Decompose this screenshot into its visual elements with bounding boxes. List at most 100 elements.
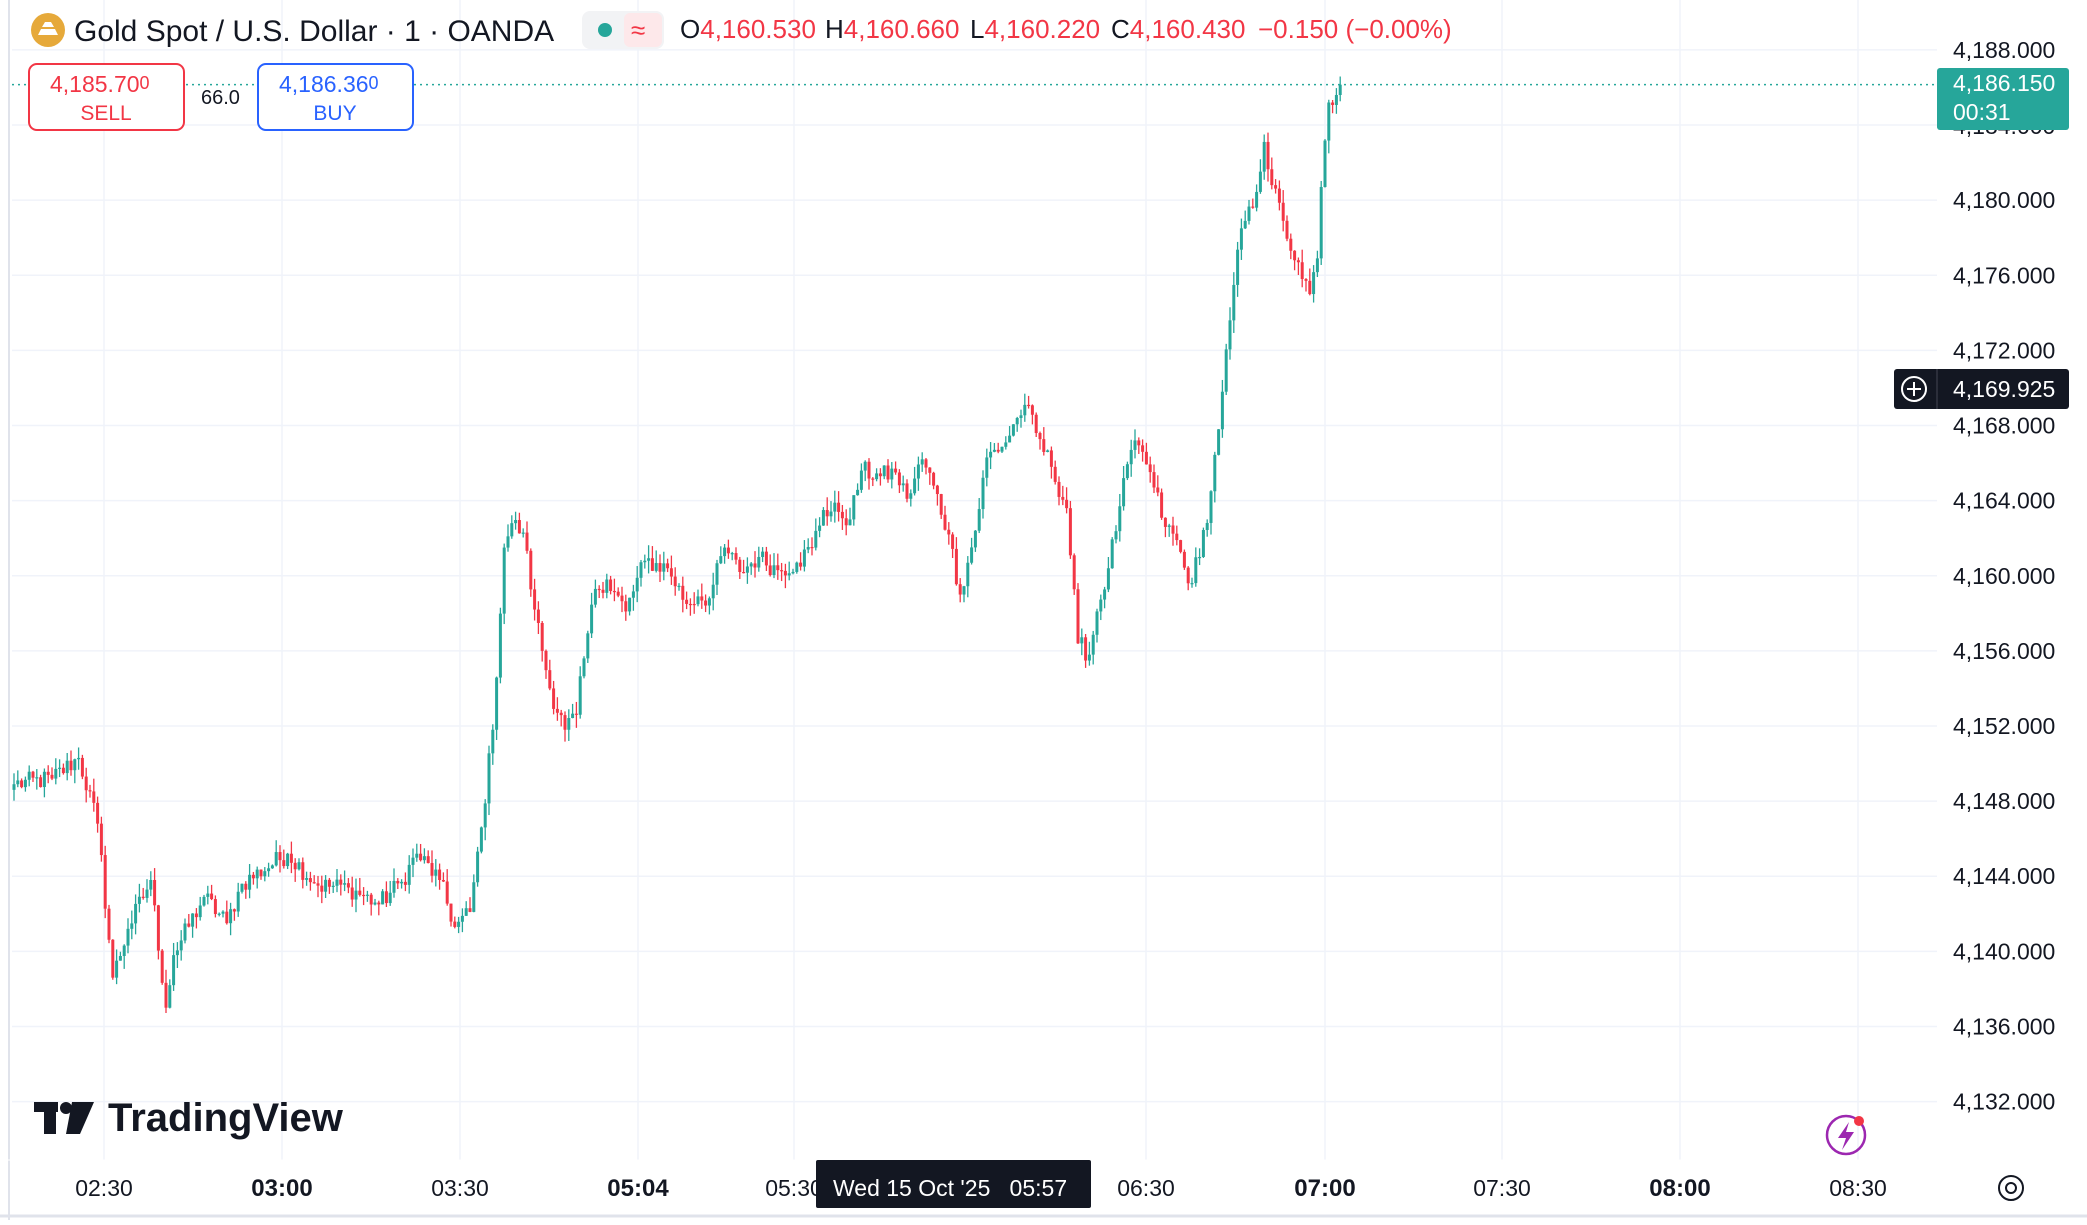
candle-body — [844, 518, 848, 526]
price-tick: 4,140.000 — [1953, 938, 2055, 964]
sell-button[interactable]: 4,185.700 SELL — [28, 63, 185, 131]
candle-body — [821, 510, 825, 526]
candle-body — [1163, 517, 1167, 527]
candle-body — [282, 860, 286, 867]
buy-price: 4,186.360 — [279, 71, 379, 97]
candle-body — [669, 568, 673, 577]
candle-body — [563, 715, 567, 730]
candle-body — [643, 560, 647, 563]
candle-body — [1209, 491, 1213, 523]
candle-body — [818, 525, 822, 531]
candle-body — [863, 461, 867, 471]
candle-body — [742, 572, 746, 574]
candle-body — [179, 940, 183, 951]
candle-body — [1331, 102, 1335, 105]
candle-body — [1296, 260, 1300, 263]
candle-body — [840, 511, 844, 519]
tradingview-logo[interactable]: TradingView — [34, 1096, 344, 1140]
candle-body — [1106, 568, 1110, 590]
candle-body — [1285, 220, 1289, 239]
candle-body — [96, 802, 100, 824]
price-tick: 4,176.000 — [1953, 262, 2055, 288]
candle-body — [913, 478, 917, 494]
candle-body — [73, 759, 77, 771]
candle-body — [308, 878, 312, 883]
candle-body — [544, 650, 548, 671]
candle-body — [1068, 508, 1072, 556]
buy-button[interactable]: 4,186.360 BUY — [257, 63, 414, 131]
price-tick: 4,164.000 — [1953, 488, 2055, 514]
candle-body — [457, 921, 461, 927]
add-plus-icon[interactable] — [1901, 376, 1927, 402]
lightning-bolt-icon[interactable] — [1825, 1114, 1867, 1156]
candle-body — [373, 902, 377, 905]
candle-body — [662, 563, 666, 572]
candle-body — [274, 852, 278, 866]
candle-body — [1004, 442, 1008, 447]
candle-body — [206, 893, 210, 897]
time-axis[interactable]: 02:30 03:00 03:30 05:04 05:30 06:30 07:00 07:30… — [75, 1175, 1887, 1202]
candle-body — [1255, 191, 1259, 208]
candle-body — [198, 905, 202, 918]
candle-body — [479, 827, 483, 852]
candle-body — [996, 449, 1000, 452]
symbol-header[interactable]: Gold Spot / U.S. Dollar · 1 · OANDA — [31, 13, 554, 48]
ohlc-close: C4,160.430 — [1111, 14, 1245, 44]
crosshair-time-bg — [816, 1160, 1091, 1208]
candle-body — [1186, 567, 1190, 584]
candle-body — [867, 461, 871, 479]
candle-body — [829, 511, 833, 517]
candle-body — [1030, 405, 1034, 415]
candle-body — [12, 784, 16, 790]
candle-body — [1323, 140, 1327, 188]
candle-body — [707, 598, 711, 606]
candle-body — [1156, 487, 1160, 493]
candle-body — [715, 563, 719, 585]
candle-body — [1338, 84, 1342, 95]
candle-body — [1201, 530, 1205, 557]
candle-body — [1133, 440, 1137, 450]
candle-body — [103, 855, 107, 909]
candle-body — [552, 688, 556, 709]
spread-value: 66.0 — [201, 87, 240, 109]
candle-body — [692, 603, 696, 606]
candle-body — [476, 851, 480, 883]
tradingview-wordmark: TradingView — [108, 1096, 344, 1140]
candle-body — [586, 633, 590, 659]
candle-body — [856, 489, 860, 496]
candle-body — [920, 459, 924, 465]
candle-body — [213, 899, 217, 915]
candle-body — [172, 955, 176, 986]
bar-countdown: 00:31 — [1953, 99, 2011, 125]
candle-body — [935, 485, 939, 495]
candle-body — [312, 882, 316, 884]
candle-body — [88, 790, 92, 792]
candle-body — [901, 483, 905, 486]
time-tick: 03:00 — [251, 1175, 312, 1202]
status-pill[interactable]: ≈ — [582, 11, 664, 49]
candle-body — [548, 670, 552, 689]
candle-body — [700, 596, 704, 601]
price-tick: 4,180.000 — [1953, 187, 2055, 213]
candle-body — [882, 465, 886, 477]
candle-body — [160, 950, 164, 983]
gear-icon[interactable] — [1998, 1175, 2024, 1201]
candle-body — [137, 896, 141, 904]
candle-body — [145, 889, 149, 898]
candle-body — [396, 880, 400, 884]
candle-body — [601, 589, 605, 593]
candle-body — [130, 923, 134, 929]
candle-body — [783, 570, 787, 576]
candle-body — [852, 495, 856, 520]
candle-body — [1015, 418, 1019, 425]
candle-body — [954, 548, 958, 585]
tradingview-mark-icon — [34, 1102, 94, 1134]
price-axis[interactable]: 4,188.000 4,180.000 4,176.000 4,172.000 4,16… — [1953, 37, 2055, 1115]
last-price-label-bg — [1937, 68, 2069, 130]
candle-body — [99, 823, 103, 856]
candle-body — [122, 945, 126, 957]
candle-body — [267, 868, 271, 872]
candle-body — [1315, 258, 1319, 273]
price-tick: 4,144.000 — [1953, 863, 2055, 889]
